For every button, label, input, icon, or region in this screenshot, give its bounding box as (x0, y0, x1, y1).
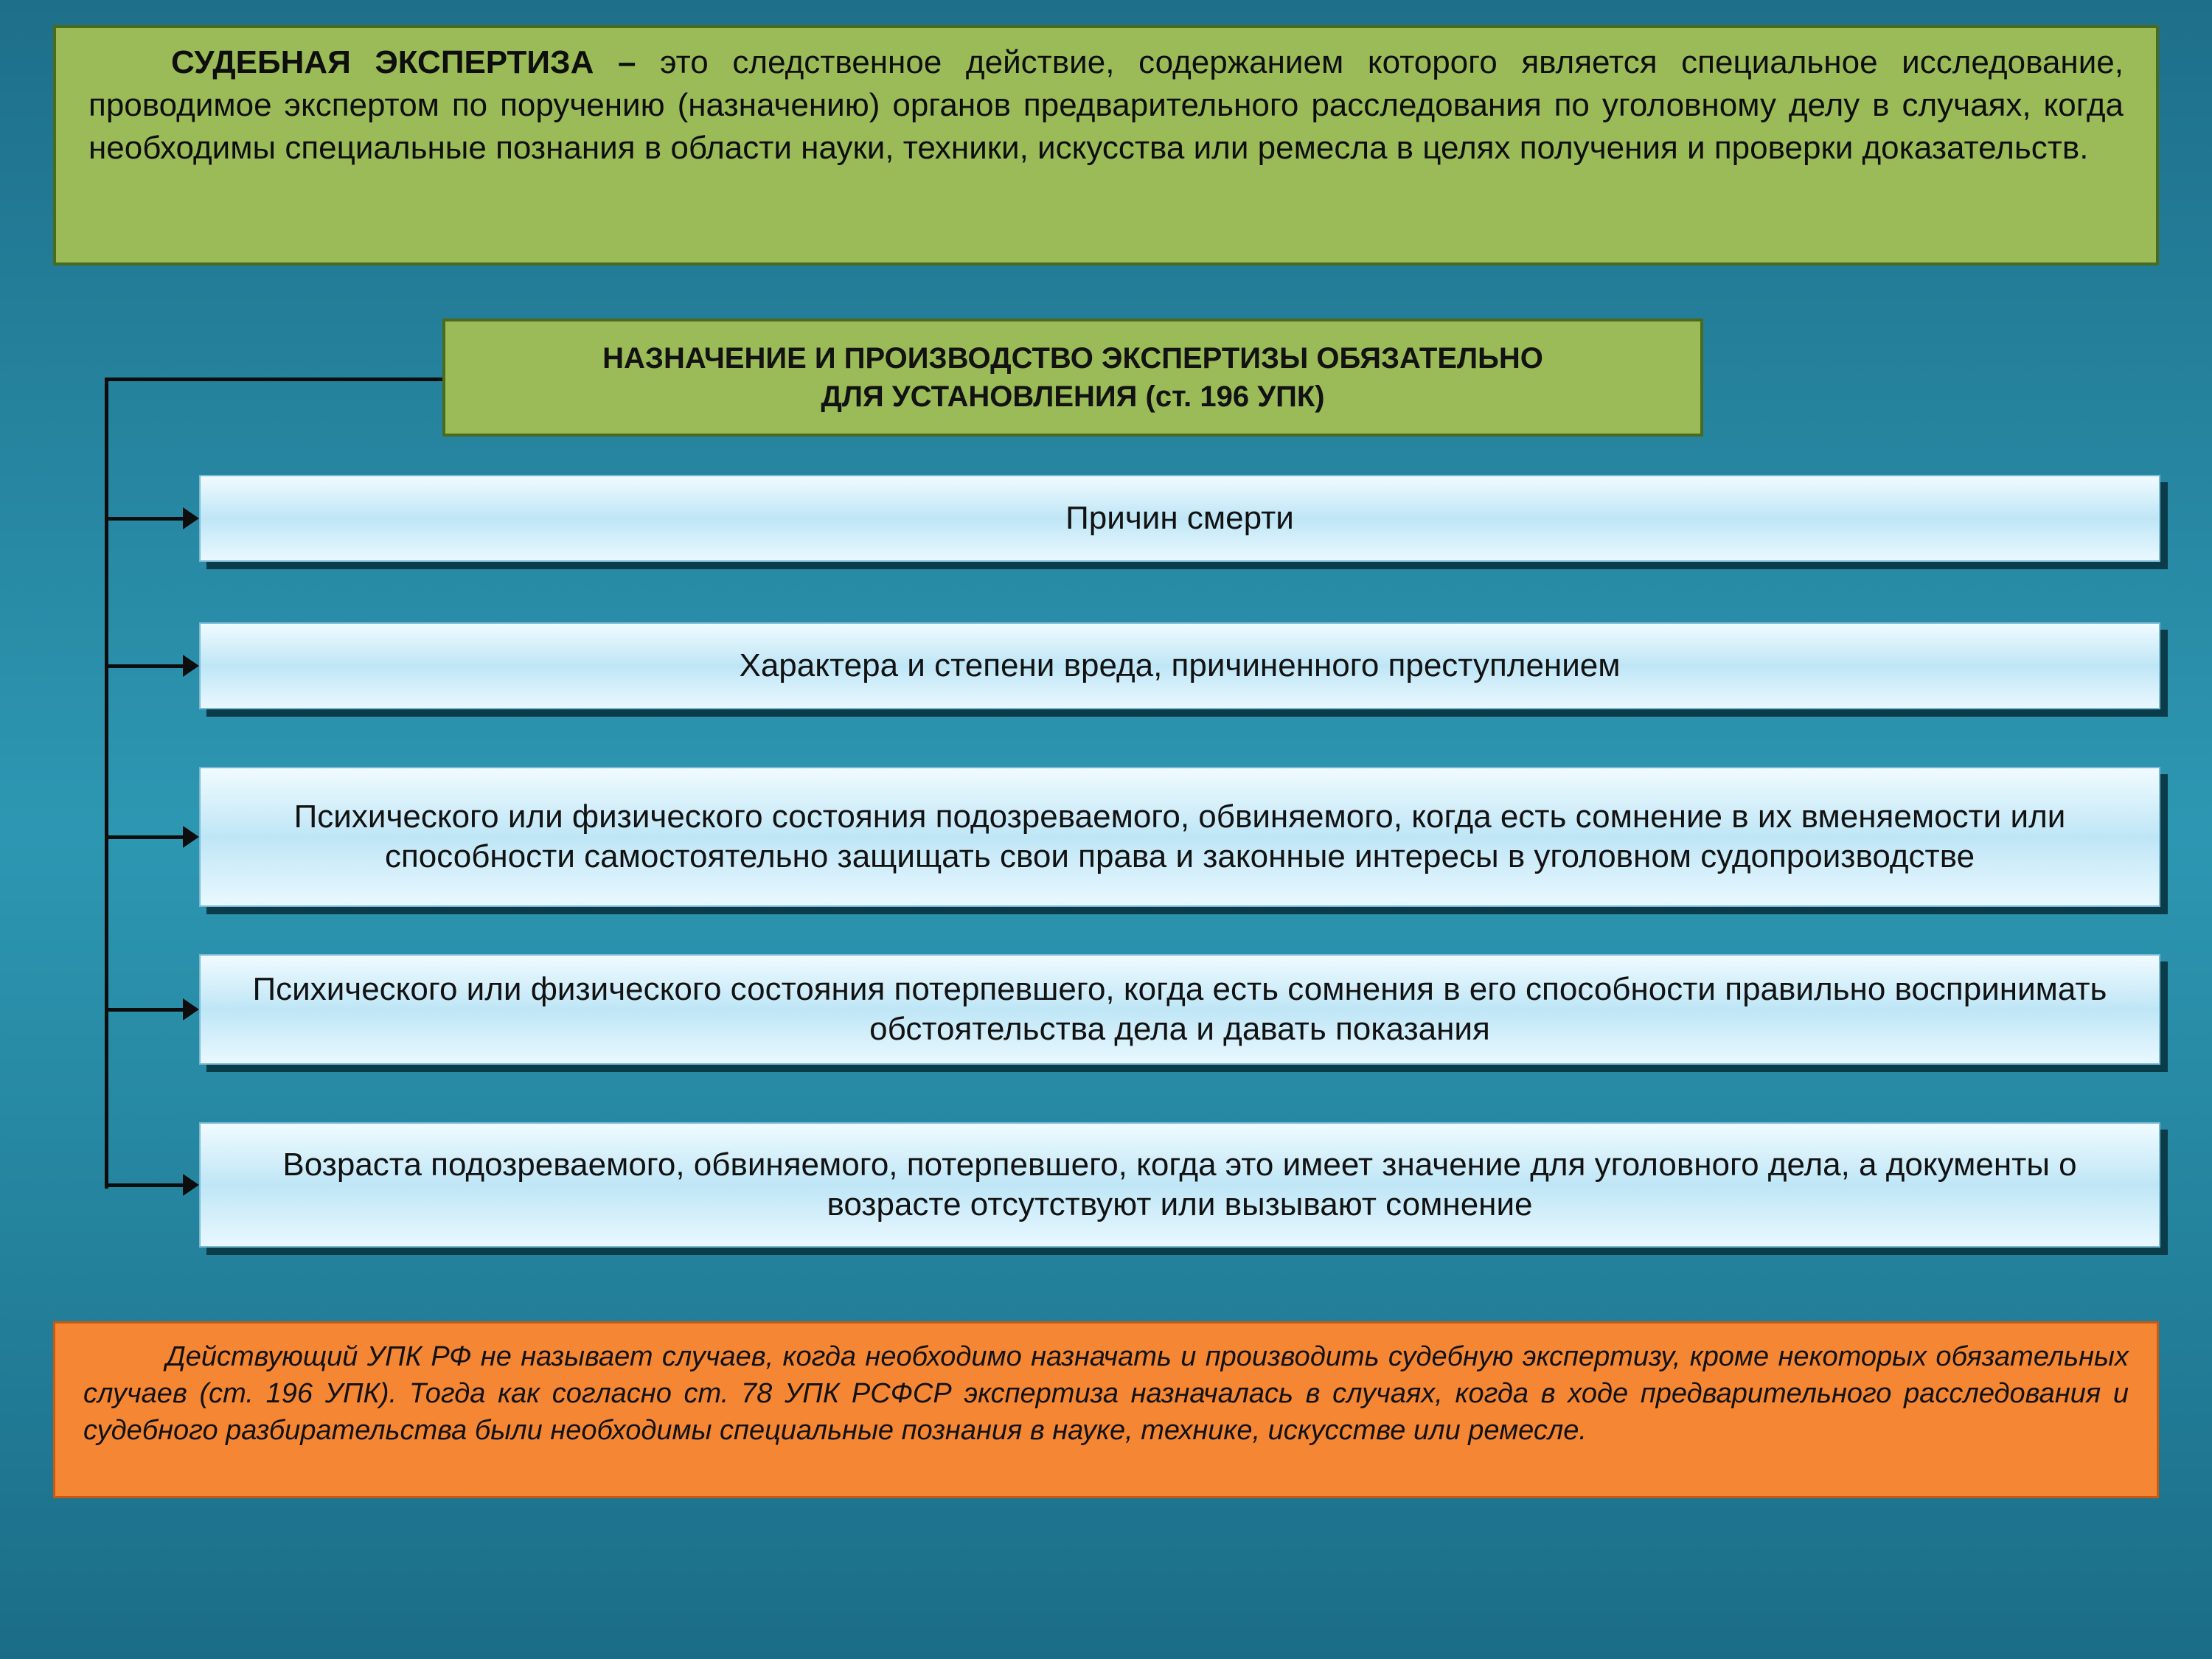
connector-branch (105, 1008, 184, 1012)
arrow-right-icon (183, 998, 199, 1020)
subheader-line1: НАЗНАЧЕНИЕ И ПРОИЗВОДСТВО ЭКСПЕРТИЗЫ ОБЯ… (602, 339, 1543, 378)
connector-branch (105, 835, 184, 839)
note-text: Действующий УПК РФ не называет случаев, … (83, 1338, 2129, 1449)
arrow-right-icon (183, 1174, 199, 1196)
list-item: Характера и степени вреда, причиненного … (199, 622, 2160, 709)
arrow-right-icon (183, 655, 199, 677)
definition-box: СУДЕБНАЯ ЭКСПЕРТИЗА – это следственное д… (53, 25, 2159, 265)
subheader-line2: ДЛЯ УСТАНОВЛЕНИЯ (ст. 196 УПК) (821, 378, 1324, 416)
list-item: Психического или физического состояния п… (199, 954, 2160, 1065)
connector-branch (105, 378, 442, 381)
arrow-right-icon (183, 507, 199, 529)
list-item-text: Возраста подозреваемого, обвиняемого, по… (252, 1145, 2107, 1225)
definition-lead: СУДЕБНАЯ ЭКСПЕРТИЗА – (171, 44, 636, 80)
definition-text: СУДЕБНАЯ ЭКСПЕРТИЗА – это следственное д… (88, 41, 2124, 170)
list-item: Психического или физического состояния п… (199, 767, 2160, 907)
arrow-right-icon (183, 826, 199, 848)
list-item-text: Характера и степени вреда, причиненного … (739, 646, 1620, 686)
list-item-text: Причин смерти (1065, 498, 1294, 538)
subheader-box: НАЗНАЧЕНИЕ И ПРОИЗВОДСТВО ЭКСПЕРТИЗЫ ОБЯ… (442, 319, 1703, 437)
note-box: Действующий УПК РФ не называет случаев, … (53, 1321, 2159, 1498)
connector-branch (105, 1183, 184, 1187)
connector-branch (105, 517, 184, 521)
list-item: Возраста подозреваемого, обвиняемого, по… (199, 1122, 2160, 1248)
connector-branch (105, 664, 184, 668)
list-item: Причин смерти (199, 475, 2160, 562)
list-item-text: Психического или физического состояния п… (252, 797, 2107, 877)
list-item-text: Психического или физического состояния п… (252, 970, 2107, 1049)
connector-trunk (105, 378, 108, 1189)
